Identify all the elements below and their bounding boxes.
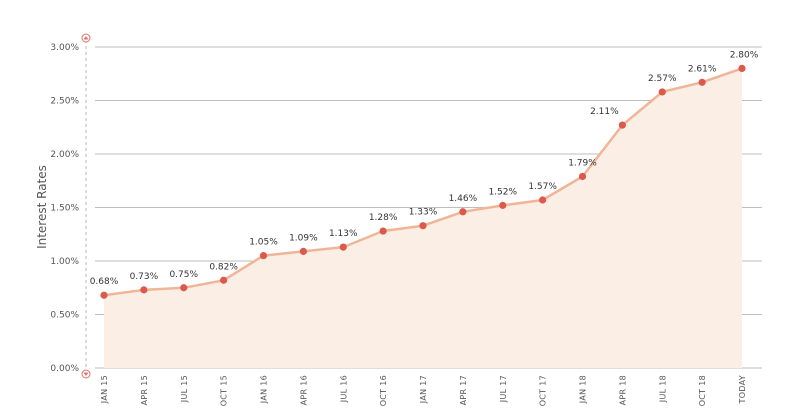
x-tick-label: OCT 16	[379, 375, 388, 406]
x-tick-label: JUL 16	[339, 375, 348, 403]
x-tick-label: TODAY	[738, 375, 747, 404]
data-point	[259, 252, 268, 260]
y-axis-ticks: 0.00% 0.50% 1.00% 1.50% 2.00% 2.50% 3.00%	[50, 43, 79, 374]
data-label: 0.68%	[90, 277, 119, 287]
data-label: 1.79%	[568, 158, 597, 168]
y-axis-down-arrow-icon	[81, 369, 91, 379]
x-tick-label: JUL 17	[499, 375, 508, 403]
data-point	[738, 64, 746, 72]
data-point	[499, 201, 507, 209]
data-point	[698, 78, 706, 86]
data-label: 0.73%	[130, 272, 159, 282]
data-label: 1.57%	[528, 182, 557, 192]
data-point	[100, 291, 108, 299]
x-tick-label: JAN 17	[419, 375, 428, 404]
data-point	[578, 172, 587, 181]
x-tick-label: OCT 18	[698, 375, 707, 406]
x-tick-label: JAN 15	[100, 375, 109, 404]
y-axis	[81, 33, 91, 379]
data-point	[618, 121, 626, 129]
x-tick-label: APR 15	[140, 375, 149, 405]
data-point	[419, 222, 427, 230]
y-tick-label: 1.50%	[50, 204, 79, 214]
data-label: 2.61%	[688, 64, 717, 74]
data-label: 0.82%	[209, 262, 238, 272]
data-label: 2.11%	[590, 107, 619, 117]
data-points	[100, 64, 746, 299]
y-tick-label: 3.00%	[50, 43, 79, 53]
y-tick-label: 2.00%	[50, 150, 79, 160]
data-label: 0.75%	[169, 270, 198, 280]
data-label: 1.09%	[289, 233, 318, 243]
x-tick-label: APR 16	[299, 375, 308, 405]
data-point	[140, 286, 148, 294]
data-point	[220, 276, 228, 284]
data-point	[658, 88, 666, 96]
x-tick-label: JAN 16	[260, 375, 269, 404]
data-point	[180, 284, 188, 292]
data-label: 1.05%	[249, 238, 278, 248]
data-label: 1.33%	[409, 208, 438, 218]
x-tick-label: OCT 17	[539, 375, 548, 406]
x-tick-label: JUL 15	[180, 375, 189, 403]
y-tick-label: 1.00%	[50, 257, 79, 267]
y-tick-label: 2.50%	[50, 97, 79, 107]
x-tick-label: JAN 18	[579, 375, 588, 404]
data-label: 1.52%	[488, 187, 517, 197]
y-tick-label: 0.00%	[50, 364, 79, 374]
x-axis-ticks: JAN 15 APR 15 JUL 15 OCT 15 JAN 16 APR 16 JUL …	[100, 375, 747, 406]
data-label: 1.28%	[369, 213, 398, 223]
data-label: 1.13%	[329, 229, 358, 239]
data-label: 2.57%	[648, 74, 677, 84]
data-label: 1.46%	[449, 194, 478, 204]
data-point	[379, 227, 387, 235]
data-point	[539, 196, 547, 204]
y-axis-up-arrow-icon	[81, 33, 91, 43]
y-tick-label: 0.50%	[50, 311, 79, 321]
y-axis-title: Interest Rates	[35, 165, 49, 249]
x-tick-label: APR 17	[459, 375, 468, 405]
data-point	[299, 247, 307, 255]
data-point	[459, 208, 467, 216]
data-point	[339, 243, 347, 251]
data-label: 2.80%	[730, 50, 759, 60]
data-labels: 0.68% 0.73% 0.75% 0.82% 1.05% 1.09% 1.13% 1.28%…	[90, 50, 759, 287]
x-tick-label: JUL 18	[658, 375, 667, 403]
x-tick-label: OCT 15	[220, 375, 229, 406]
area-fill	[104, 68, 742, 369]
x-tick-label: APR 18	[618, 375, 627, 405]
